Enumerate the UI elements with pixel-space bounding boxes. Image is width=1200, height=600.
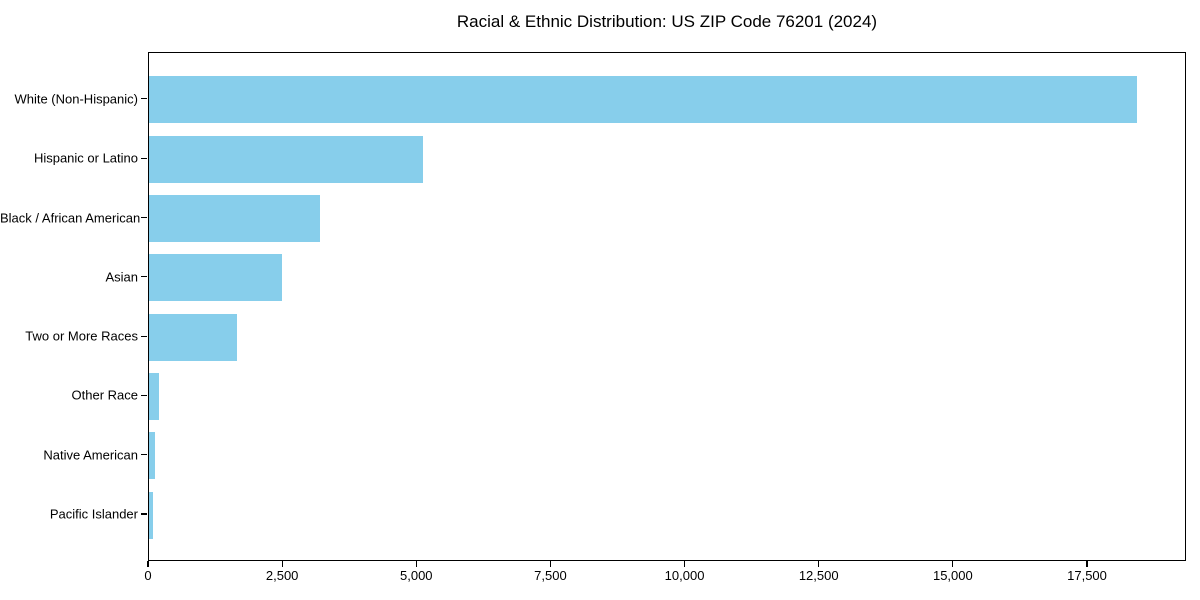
bar-hispanic-or-latino bbox=[149, 135, 424, 183]
x-tick bbox=[952, 561, 954, 567]
y-tick bbox=[141, 335, 147, 337]
y-tick-label: Pacific Islander bbox=[49, 506, 138, 522]
y-tick-label: Two or More Races bbox=[25, 328, 138, 344]
x-tick bbox=[818, 561, 820, 567]
x-tick-label: 17,500 bbox=[1067, 568, 1107, 583]
x-tick-label: 2,500 bbox=[265, 568, 299, 583]
x-tick bbox=[683, 561, 686, 567]
y-tick bbox=[141, 513, 147, 515]
chart-title: Racial & Ethnic Distribution: US ZIP Cod… bbox=[456, 12, 878, 31]
x-tick-label: 5,000 bbox=[400, 568, 433, 583]
x-tick-label: 12,500 bbox=[798, 568, 839, 583]
x-tick bbox=[147, 561, 149, 567]
y-tick-label: Hispanic or Latino bbox=[33, 150, 138, 166]
y-tick bbox=[141, 98, 147, 100]
y-tick bbox=[141, 216, 147, 219]
x-tick-label: 7,500 bbox=[534, 568, 567, 583]
x-tick-label: 0 bbox=[144, 568, 152, 583]
x-tick bbox=[1086, 561, 1088, 567]
x-tick bbox=[549, 561, 552, 567]
y-tick bbox=[141, 276, 147, 278]
y-tick-label: Black / African American bbox=[0, 210, 141, 225]
plot-area bbox=[148, 52, 1186, 561]
bar-pacific-islander bbox=[149, 491, 154, 539]
y-tick-label: Asian bbox=[105, 269, 138, 285]
bar-two-or-more-races bbox=[149, 313, 237, 361]
bar-black-african-american bbox=[149, 195, 321, 242]
y-tick bbox=[141, 157, 147, 159]
bar-white-non-hispanic bbox=[149, 76, 1138, 124]
x-tick bbox=[415, 561, 417, 567]
bar-native-american bbox=[149, 432, 155, 480]
y-tick-label: White (Non-Hispanic) bbox=[14, 91, 138, 107]
bar-asian bbox=[149, 254, 283, 302]
x-tick-label: 10,000 bbox=[664, 568, 705, 583]
x-tick bbox=[281, 561, 283, 567]
x-tick-label: 15,000 bbox=[932, 568, 973, 583]
y-tick bbox=[141, 394, 147, 396]
bar-other-race bbox=[149, 372, 159, 420]
y-tick bbox=[141, 454, 147, 456]
y-tick-label: Native American bbox=[43, 447, 138, 463]
y-tick-label: Other Race bbox=[71, 387, 138, 403]
